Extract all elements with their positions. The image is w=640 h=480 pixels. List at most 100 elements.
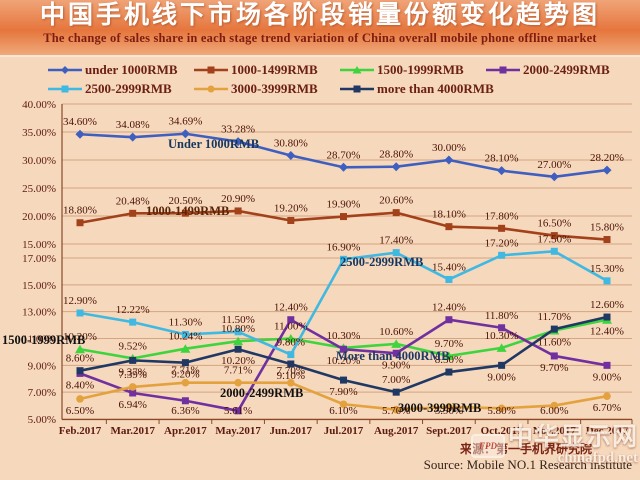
svg-text:17.50%: 17.50% bbox=[537, 233, 571, 245]
x-axis-labels: Feb.2017 Mar.2017 Apr.2017 May.2017 Jun.2017… bbox=[59, 425, 629, 437]
svg-text:18.10%: 18.10% bbox=[432, 209, 466, 221]
svg-text:34.60%: 34.60% bbox=[63, 116, 97, 128]
legend-item-under-1000rmb: under 1000RMB bbox=[48, 62, 194, 78]
svg-text:9.20%: 9.20% bbox=[171, 369, 199, 381]
legend-item-label: 2500-2999RMB bbox=[85, 80, 172, 96]
svg-text:8.50%: 8.50% bbox=[435, 354, 463, 366]
svg-text:40.00%: 40.00% bbox=[22, 99, 56, 111]
svg-text:5.61%: 5.61% bbox=[224, 405, 252, 417]
svg-text:Under 1000RMB: Under 1000RMB bbox=[168, 137, 259, 151]
series-more-than-4000rmb bbox=[76, 313, 611, 396]
svg-text:20.60%: 20.60% bbox=[379, 195, 413, 207]
svg-text:10.20%: 10.20% bbox=[221, 355, 255, 367]
svg-text:9.37%: 9.37% bbox=[118, 366, 146, 378]
svg-text:17.00%: 17.00% bbox=[22, 253, 56, 265]
legend-marker-icon bbox=[48, 65, 82, 74]
svg-text:7.71%: 7.71% bbox=[224, 365, 252, 377]
svg-text:10.30%: 10.30% bbox=[327, 330, 361, 342]
svg-text:5.80%: 5.80% bbox=[487, 405, 515, 417]
legend-marker-icon bbox=[194, 66, 228, 73]
watermark-text-en: chinafpd.net bbox=[557, 450, 638, 467]
svg-text:9.10%: 9.10% bbox=[277, 370, 305, 382]
svg-text:9.00%: 9.00% bbox=[28, 360, 56, 372]
legend-item-label: 2000-2499RMB bbox=[523, 61, 610, 77]
svg-text:9.70%: 9.70% bbox=[435, 338, 463, 350]
svg-text:11.00%: 11.00% bbox=[274, 321, 308, 333]
svg-text:7.00%: 7.00% bbox=[382, 374, 410, 386]
svg-text:1000-1499RMB: 1000-1499RMB bbox=[146, 204, 229, 218]
svg-text:10.20%: 10.20% bbox=[63, 331, 97, 343]
svg-text:9.70%: 9.70% bbox=[540, 362, 568, 374]
svg-text:11.80%: 11.80% bbox=[485, 310, 519, 322]
svg-text:18.80%: 18.80% bbox=[63, 205, 97, 217]
svg-text:9.00%: 9.00% bbox=[593, 371, 621, 383]
svg-text:Mar.2017: Mar.2017 bbox=[110, 425, 155, 437]
watermark-text: 中华显示网 chinafpd.net bbox=[507, 424, 638, 467]
svg-text:17.20%: 17.20% bbox=[485, 237, 519, 249]
svg-text:6.50%: 6.50% bbox=[66, 405, 94, 417]
svg-text:3000-3999RMB: 3000-3999RMB bbox=[398, 401, 481, 415]
svg-text:5.70%: 5.70% bbox=[382, 405, 410, 417]
source-note: 来源：第一手机界研究院 Source: Mobile NO.1 Research… bbox=[424, 442, 632, 474]
source-text-en: Source: Mobile NO.1 Research institute bbox=[423, 457, 632, 473]
series-under-1000rmb bbox=[75, 129, 612, 182]
svg-text:7.90%: 7.90% bbox=[329, 386, 357, 398]
svg-text:Jun.2017: Jun.2017 bbox=[270, 425, 313, 437]
svg-text:More than 4000RMB: More than 4000RMB bbox=[336, 349, 450, 363]
svg-text:7.39%: 7.39% bbox=[118, 369, 146, 381]
svg-text:May.2017: May.2017 bbox=[215, 425, 261, 437]
svg-text:11.70%: 11.70% bbox=[538, 311, 572, 323]
svg-text:12.40%: 12.40% bbox=[274, 302, 308, 314]
y-axis-labels: 40.00% 35.00% 30.00% 25.00% 20.00% 15.00% 17.0… bbox=[22, 99, 56, 426]
watermark-text-zh: 中华显示网 bbox=[507, 424, 638, 451]
svg-text:10.30%: 10.30% bbox=[485, 330, 519, 342]
svg-text:28.20%: 28.20% bbox=[590, 152, 624, 164]
svg-text:28.70%: 28.70% bbox=[327, 149, 361, 161]
series-1000-1499rmb bbox=[76, 207, 611, 244]
legend-item-1000-1499rmb: 1000-1499RMB bbox=[194, 62, 340, 78]
svg-text:12.90%: 12.90% bbox=[63, 295, 97, 307]
svg-text:9.80%: 9.80% bbox=[277, 337, 305, 349]
series-2500-2999rmb bbox=[76, 247, 611, 359]
svg-text:34.08%: 34.08% bbox=[116, 119, 150, 131]
source-text-zh: 来源：第一手机界研究院 bbox=[459, 441, 592, 456]
watermark: FPD 中华显示网 chinafpd.net bbox=[470, 424, 638, 467]
svg-text:6.10%: 6.10% bbox=[329, 405, 357, 417]
svg-text:Apr.2017: Apr.2017 bbox=[164, 425, 207, 437]
legend-item-label: 3000-3999RMB bbox=[231, 80, 318, 96]
svg-text:Aug.2017: Aug.2017 bbox=[374, 425, 419, 437]
svg-text:15.00%: 15.00% bbox=[22, 239, 56, 251]
svg-text:1500-1999RMB: 1500-1999RMB bbox=[2, 333, 85, 347]
svg-text:9.90%: 9.90% bbox=[382, 359, 410, 371]
svg-text:25.00%: 25.00% bbox=[22, 183, 56, 195]
svg-text:11.60%: 11.60% bbox=[538, 336, 572, 348]
legend-marker-icon bbox=[340, 85, 374, 92]
svg-text:6.70%: 6.70% bbox=[593, 402, 621, 414]
svg-text:10.20%: 10.20% bbox=[327, 355, 361, 367]
svg-text:9.00%: 9.00% bbox=[487, 371, 515, 383]
svg-text:10.80%: 10.80% bbox=[221, 323, 255, 335]
svg-text:Feb.2017: Feb.2017 bbox=[59, 425, 102, 437]
legend-marker-icon bbox=[486, 66, 520, 73]
legend-item-label: 1500-1999RMB bbox=[377, 61, 464, 77]
svg-text:28.10%: 28.10% bbox=[485, 153, 519, 165]
svg-text:16.90%: 16.90% bbox=[327, 241, 361, 253]
svg-text:12.40%: 12.40% bbox=[590, 326, 624, 338]
svg-text:2000-2499RMB: 2000-2499RMB bbox=[220, 386, 303, 400]
svg-text:28.80%: 28.80% bbox=[379, 149, 413, 161]
svg-text:6.94%: 6.94% bbox=[118, 399, 146, 411]
svg-text:33.28%: 33.28% bbox=[221, 124, 255, 136]
legend-item-2000-2499rmb: 2000-2499RMB bbox=[486, 62, 632, 78]
legend-item-label: 1000-1499RMB bbox=[231, 61, 318, 77]
svg-text:11.00%: 11.00% bbox=[22, 334, 56, 346]
svg-text:20.48%: 20.48% bbox=[116, 195, 150, 207]
svg-text:15.40%: 15.40% bbox=[432, 261, 466, 273]
svg-text:19.20%: 19.20% bbox=[274, 202, 308, 214]
legend-item-3000-3999rmb: 3000-3999RMB bbox=[194, 81, 340, 97]
legend-item-label: more than 4000RMB bbox=[377, 80, 494, 96]
svg-text:7.71%: 7.71% bbox=[171, 365, 199, 377]
svg-text:30.00%: 30.00% bbox=[22, 155, 56, 167]
page-subtitle: The change of sales share in each stage … bbox=[43, 30, 597, 45]
svg-text:5.90%: 5.90% bbox=[435, 405, 463, 417]
